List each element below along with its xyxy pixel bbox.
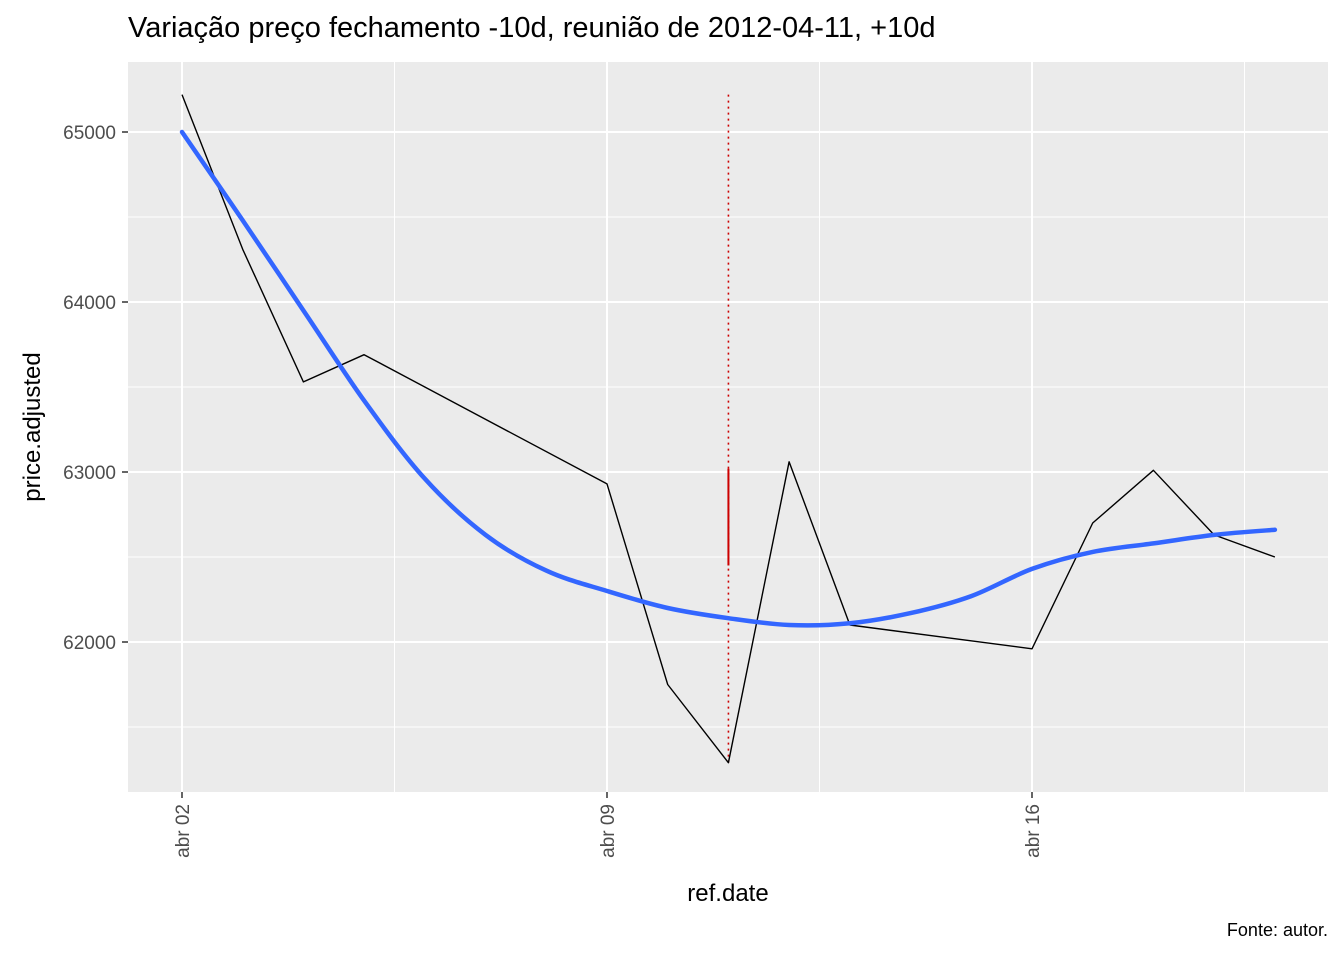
y-axis: 62000 63000 64000 65000	[63, 123, 128, 654]
price-line	[181, 94, 1276, 764]
chart-caption: Fonte: autor.	[1226, 920, 1328, 940]
y-tick-label: 64000	[63, 293, 116, 314]
x-tick-label: abr 02	[173, 804, 194, 858]
smooth-line	[179, 129, 1278, 628]
y-tick-label: 65000	[63, 123, 116, 144]
y-axis-title: price.adjusted	[19, 352, 46, 501]
x-tick-label: abr 16	[1023, 804, 1044, 858]
plot-panel	[128, 62, 1328, 792]
x-axis: abr 02 abr 09 abr 16	[173, 792, 1044, 858]
y-tick-label: 62000	[63, 633, 116, 654]
chart-title: Variação preço fechamento -10d, reunião …	[128, 12, 936, 44]
smooth-series	[179, 129, 1278, 628]
price-series	[181, 94, 1276, 764]
y-tick-label: 63000	[63, 463, 116, 484]
x-axis-title: ref.date	[687, 880, 768, 907]
x-tick-label: abr 09	[598, 804, 619, 858]
